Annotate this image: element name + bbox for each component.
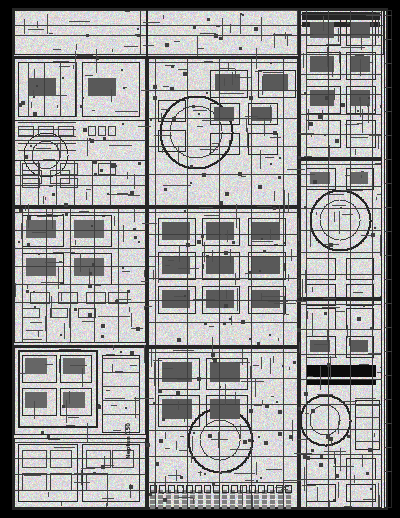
Text: Neptun 150: Neptun 150 <box>128 422 132 458</box>
Text: http://www.schematics-for-you.pl: http://www.schematics-for-you.pl <box>298 229 302 297</box>
